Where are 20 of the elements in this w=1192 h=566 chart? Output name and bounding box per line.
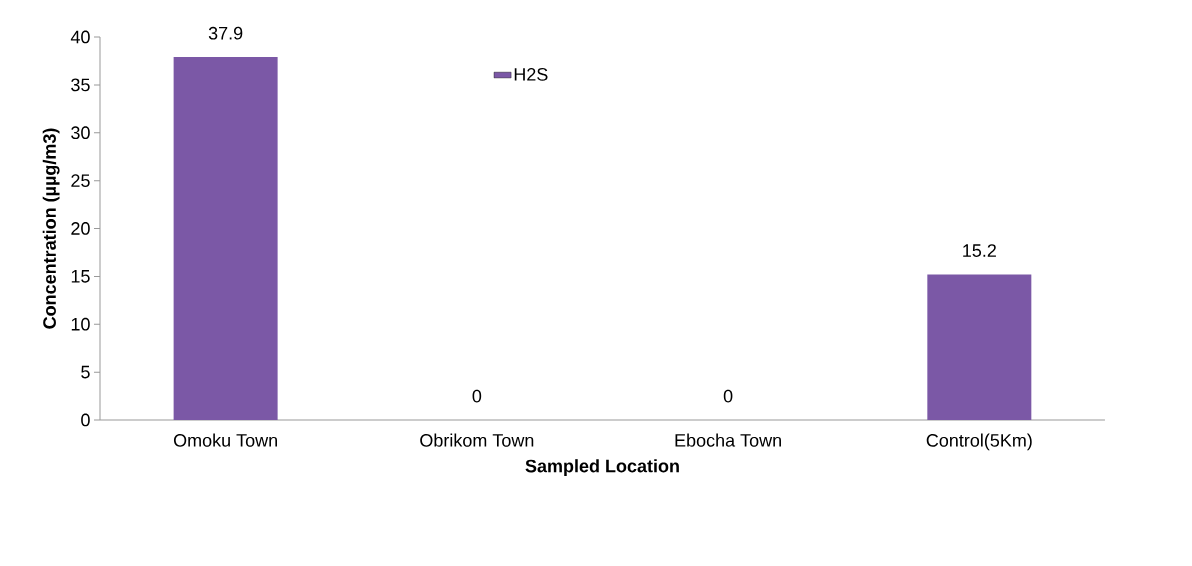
y-tick-label: 20 (71, 222, 90, 235)
x-tick-label: Ebocha Town (675, 433, 781, 447)
x-tick-label: Control(5Km) (926, 433, 1032, 451)
x-tick-label: Omoku Town (173, 433, 277, 447)
y-tick-label: 15 (71, 270, 90, 283)
legend-label: H2S (514, 68, 548, 81)
y-tick-label: 35 (71, 78, 90, 92)
y-axis-title: Concentration (µµg/m3) (42, 128, 60, 329)
data-label: 0 (723, 389, 733, 403)
x-axis-title: Sampled Location (525, 459, 679, 476)
y-tick-label: 30 (71, 126, 90, 140)
x-tick-label: Obrikom Town (420, 433, 534, 447)
data-label: 15.2 (963, 244, 996, 257)
data-label: 37.9 (208, 26, 243, 40)
y-tick-label: 10 (71, 317, 90, 331)
y-tick-label: 40 (70, 30, 90, 44)
data-label: 0 (472, 389, 482, 403)
y-tick-label: 25 (71, 174, 90, 187)
y-tick-label: 5 (81, 365, 90, 379)
y-tick-label: 0 (81, 413, 90, 427)
